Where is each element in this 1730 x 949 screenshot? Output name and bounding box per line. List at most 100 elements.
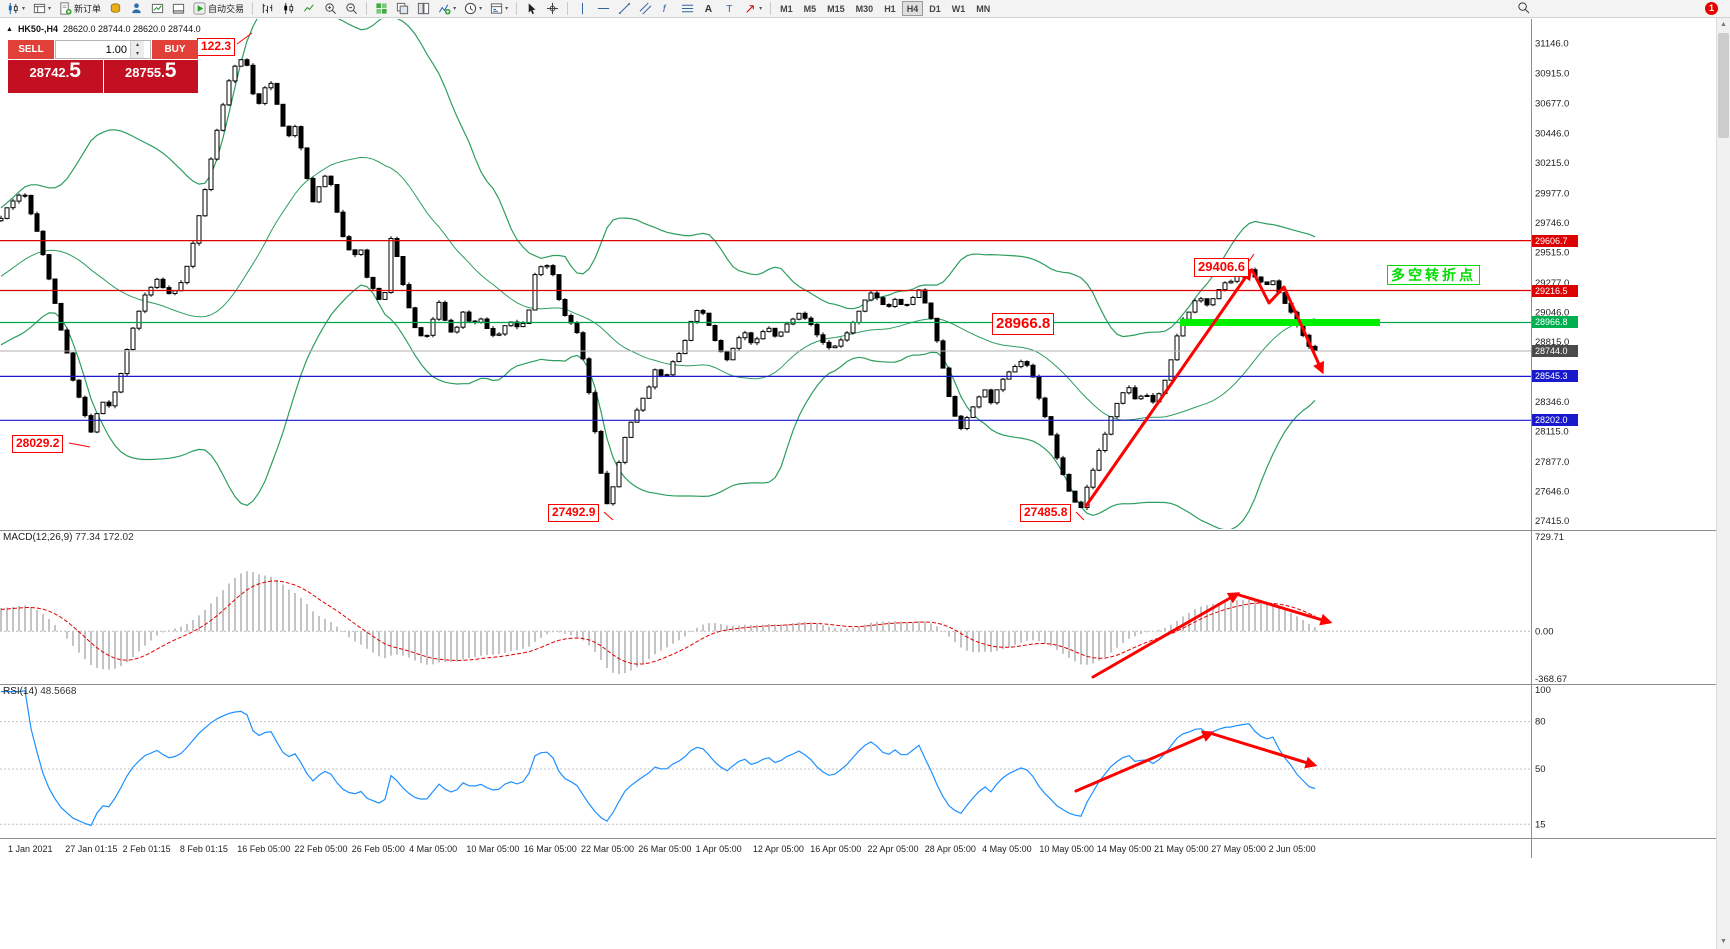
scroll-down-button[interactable]: ▼ <box>1720 938 1727 945</box>
macd-label: MACD(12,26,9) 77.34 172.02 <box>3 532 134 543</box>
trend-arrow <box>1237 593 1333 626</box>
zoom-out-button[interactable] <box>341 1 362 17</box>
time-axis-label: 1 Apr 05:00 <box>696 844 742 854</box>
templates-button[interactable]: ▾ <box>486 1 512 17</box>
price-axis-label: 29515.0 <box>1535 247 1569 258</box>
candlestick-chart-icon <box>284 2 295 15</box>
tile-vertical-button[interactable] <box>413 1 434 17</box>
volume-input[interactable] <box>56 41 130 58</box>
time-axis-label: 22 Mar 05:00 <box>581 844 634 854</box>
chart-line-button[interactable] <box>299 1 320 17</box>
price-axis-label: 30915.0 <box>1535 68 1569 79</box>
new-chart-button[interactable]: ▾ <box>3 1 29 17</box>
periods-button[interactable]: ▾ <box>460 1 486 17</box>
terminal-button[interactable] <box>168 1 189 17</box>
time-axis-label: 28 Apr 05:00 <box>925 844 976 854</box>
time-axis-label: 1 Jan 2021 <box>8 844 53 854</box>
vertical-scrollbar[interactable]: ▲ ▼ <box>1716 18 1730 949</box>
time-axis-label: 21 May 05:00 <box>1154 844 1209 854</box>
new-order-button[interactable]: 新订单 <box>55 1 105 17</box>
navigator-button[interactable] <box>147 1 168 17</box>
dropdown-caret: ▾ <box>759 5 763 12</box>
clock-icon <box>464 2 477 15</box>
timeframe-w1-button[interactable]: W1 <box>947 1 971 16</box>
cycle-lines-icon <box>681 2 694 15</box>
one-click-trading-panel: SELL ▴ ▾ BUY 28742.5 28755.5 <box>8 40 198 93</box>
market-watch-icon <box>109 2 122 15</box>
text-label-icon: T <box>726 4 732 15</box>
timeframe-h4-button[interactable]: H4 <box>901 1 924 16</box>
text-icon: A <box>705 4 713 15</box>
time-axis-label: 14 May 05:00 <box>1097 844 1152 854</box>
time-axis-label: 22 Apr 05:00 <box>868 844 919 854</box>
volume-increase-button[interactable]: ▴ <box>131 41 144 50</box>
new-order-icon <box>59 2 72 15</box>
scroll-up-button[interactable]: ▲ <box>1720 21 1727 28</box>
toolbar-separator <box>252 2 254 15</box>
indicators-button[interactable]: ▾ <box>434 1 460 17</box>
tile-windows-button[interactable] <box>371 1 392 17</box>
macd-axis-label: 729.71 <box>1535 532 1564 543</box>
sell-price-button[interactable]: 28742.5 <box>8 60 103 93</box>
autotrade-button[interactable]: 自动交易 <box>189 1 248 17</box>
vertical-line-button[interactable] <box>572 1 593 17</box>
time-axis-label: 26 Mar 05:00 <box>638 844 691 854</box>
trendline-button[interactable] <box>614 1 635 17</box>
cycle-lines-button[interactable] <box>677 1 698 17</box>
cursor-button[interactable] <box>521 1 542 17</box>
oneclick-collapse-arrow[interactable]: ▲ <box>6 25 13 33</box>
market-watch-button[interactable] <box>105 1 126 17</box>
timeframe-mn-button[interactable]: MN <box>971 1 995 16</box>
chart-bars-button[interactable] <box>257 1 278 17</box>
price-axis-label: 30446.0 <box>1535 128 1569 139</box>
new-order-label: 新订单 <box>74 4 102 14</box>
timeframe-h1-button[interactable]: H1 <box>879 1 901 16</box>
indicators-icon <box>438 2 451 15</box>
toolbar-separator <box>516 2 518 15</box>
template-icon <box>490 2 503 15</box>
sell-button[interactable]: SELL <box>8 40 54 59</box>
time-axis-label: 22 Feb 05:00 <box>295 844 348 854</box>
tile-vertical-icon <box>417 2 430 15</box>
svg-text:T: T <box>726 4 732 15</box>
chart-candles-button[interactable] <box>278 1 299 17</box>
vertical-line-icon <box>576 2 589 15</box>
buy-price-button[interactable]: 28755.5 <box>103 60 198 93</box>
time-axis-label: 8 Feb 01:15 <box>180 844 228 854</box>
notification-badge[interactable]: 1 <box>1705 2 1718 15</box>
dropdown-caret: ▾ <box>479 5 483 12</box>
scrollbar-thumb[interactable] <box>1718 33 1729 138</box>
text-label-button[interactable]: T <box>719 1 740 17</box>
timeframe-d1-button[interactable]: D1 <box>924 1 946 16</box>
macd-axis-label: 0.00 <box>1535 626 1554 637</box>
search-button[interactable] <box>1517 1 1530 14</box>
volume-decrease-button[interactable]: ▾ <box>131 49 144 58</box>
rsi-axis-label: 80 <box>1535 717 1546 728</box>
time-axis-label: 27 May 05:00 <box>1211 844 1266 854</box>
rsi-axis-label: 100 <box>1535 685 1551 696</box>
horizontal-line-button[interactable] <box>593 1 614 17</box>
zoom-in-button[interactable] <box>320 1 341 17</box>
channel-button[interactable] <box>635 1 656 17</box>
profiles-button[interactable]: ▾ <box>29 1 55 17</box>
time-axis-label: 12 Apr 05:00 <box>753 844 804 854</box>
timeframe-m15-button[interactable]: M15 <box>822 1 850 16</box>
cursor-icon <box>528 3 536 15</box>
terminal-icon <box>172 2 185 15</box>
time-axis-label: 2 Feb 01:15 <box>123 844 171 854</box>
arrows-button[interactable]: ▾ <box>740 1 766 17</box>
time-axis-label: 16 Apr 05:00 <box>810 844 861 854</box>
timeframe-m5-button[interactable]: M5 <box>799 1 822 16</box>
timeframe-m30-button[interactable]: M30 <box>851 1 879 16</box>
fibonacci-button[interactable]: f <box>656 1 677 17</box>
text-button[interactable]: A <box>698 1 719 17</box>
data-window-button[interactable] <box>126 1 147 17</box>
cascade-windows-button[interactable] <box>392 1 413 17</box>
timeframe-m1-button[interactable]: M1 <box>775 1 798 16</box>
buy-button[interactable]: BUY <box>152 40 198 59</box>
autotrade-label: 自动交易 <box>208 4 245 14</box>
toolbar-separator <box>770 2 772 15</box>
crosshair-button[interactable] <box>542 1 563 17</box>
time-axis-label: 16 Feb 05:00 <box>237 844 290 854</box>
